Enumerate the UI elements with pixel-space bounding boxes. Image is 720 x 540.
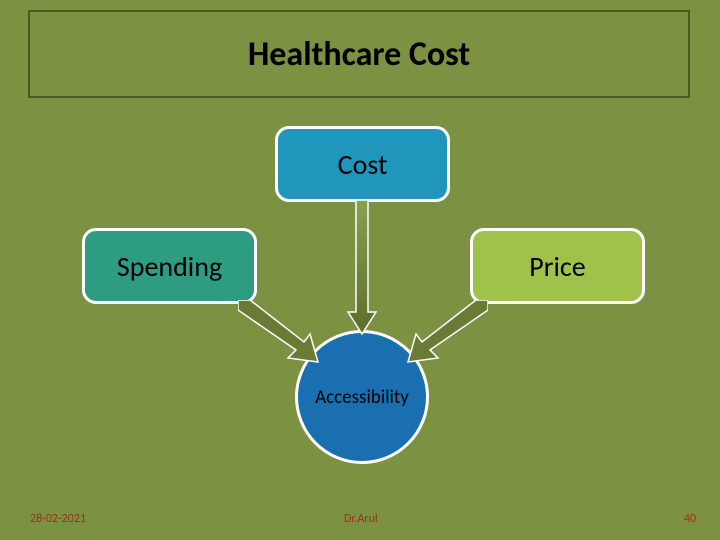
node-cost: Cost — [275, 126, 450, 202]
node-accessibility-label: Accessibility — [315, 386, 409, 409]
slide-title: Healthcare Cost — [248, 34, 470, 75]
node-cost-label: Cost — [338, 147, 388, 182]
node-price: Price — [470, 228, 645, 304]
slide-title-box: Healthcare Cost — [28, 10, 690, 98]
node-spending-label: Spending — [117, 249, 222, 284]
node-price-label: Price — [529, 249, 585, 284]
footer-author: Dr.Arul — [344, 512, 378, 526]
slide: Healthcare Cost Cost Spending Price Acce… — [0, 0, 720, 540]
footer-date: 28-02-2021 — [30, 512, 86, 526]
footer-page-number: 40 — [684, 512, 696, 526]
node-spending: Spending — [82, 228, 257, 304]
arrow-cost-to-accessibility — [342, 200, 382, 340]
node-accessibility: Accessibility — [295, 330, 429, 464]
